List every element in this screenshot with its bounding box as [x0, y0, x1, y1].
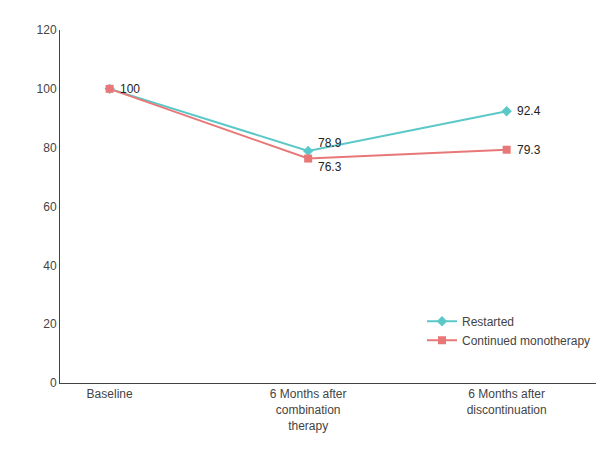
svg-text:60: 60	[43, 200, 57, 214]
svg-text:78.9: 78.9	[318, 136, 342, 150]
svg-text:100: 100	[120, 82, 140, 96]
svg-text:Continued monotherapy: Continued monotherapy	[462, 334, 590, 348]
svg-text:40: 40	[43, 259, 57, 273]
svg-text:Baseline: Baseline	[87, 387, 133, 401]
svg-text:80: 80	[43, 141, 57, 155]
svg-text:92.4: 92.4	[517, 104, 541, 118]
svg-text:6 Months afterdiscontinuation: 6 Months afterdiscontinuation	[467, 387, 547, 417]
svg-text:76.3: 76.3	[318, 160, 342, 174]
svg-text:Restarted: Restarted	[462, 315, 514, 329]
svg-text:120: 120	[37, 23, 57, 37]
svg-text:100: 100	[37, 82, 57, 96]
svg-text:6 Months aftercombinationthera: 6 Months aftercombinationtherapy	[270, 387, 347, 432]
svg-text:20: 20	[43, 317, 57, 331]
svg-text:79.3: 79.3	[517, 143, 541, 157]
svg-text:0: 0	[50, 376, 57, 390]
